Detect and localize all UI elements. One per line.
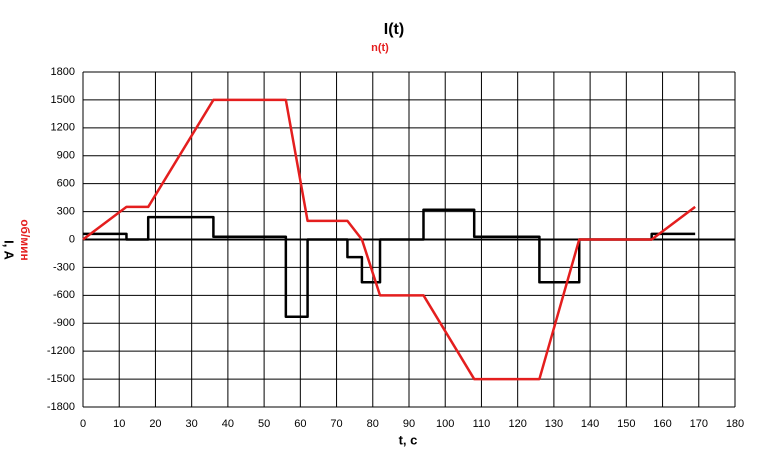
y-tick-label: 600	[57, 178, 75, 190]
chart-title: I(t)	[384, 21, 404, 38]
x-tick-label: 130	[545, 418, 563, 430]
x-tick-label: 20	[149, 418, 161, 430]
x-tick-label: 80	[367, 418, 379, 430]
x-tick-label: 0	[80, 418, 86, 430]
y-tick-label: 1500	[51, 94, 75, 106]
x-tick-label: 40	[222, 418, 234, 430]
x-axis-label: t, c	[399, 432, 418, 447]
y-tick-label: -1500	[47, 373, 75, 385]
y-tick-label: -1200	[47, 345, 75, 357]
y-tick-label: 1800	[51, 66, 75, 78]
y-axis-label: I, A	[2, 240, 17, 260]
x-tick-label: 140	[581, 418, 599, 430]
x-tick-label: 70	[330, 418, 342, 430]
x-tick-label: 110	[473, 418, 491, 430]
x-tick-label: 90	[403, 418, 415, 430]
x-tick-label: 30	[186, 418, 198, 430]
x-tick-label: 100	[436, 418, 454, 430]
x-tick-label: 170	[690, 418, 708, 430]
y-tick-label: -600	[53, 289, 75, 301]
x-tick-label: 50	[258, 418, 270, 430]
y-tick-label: -300	[53, 261, 75, 273]
y-tick-label: -900	[53, 317, 75, 329]
series-line	[82, 98, 696, 381]
series-line	[83, 208, 696, 318]
x-tick-label: 60	[294, 418, 306, 430]
chart-subtitle: n(t)	[371, 42, 389, 54]
x-tick-label: 150	[617, 418, 635, 430]
y-tick-label: 900	[57, 150, 75, 162]
y-tick-label: 300	[57, 205, 75, 217]
x-tick-label: 180	[726, 418, 744, 430]
x-tick-label: 160	[653, 418, 671, 430]
y-tick-label: -1800	[47, 401, 75, 413]
x-tick-label: 120	[508, 418, 526, 430]
y-tick-label: 1200	[51, 122, 75, 134]
x-tick-label: 10	[113, 418, 125, 430]
y-axis-label-2: об/мин	[18, 219, 32, 261]
y-tick-label: 0	[69, 233, 75, 245]
